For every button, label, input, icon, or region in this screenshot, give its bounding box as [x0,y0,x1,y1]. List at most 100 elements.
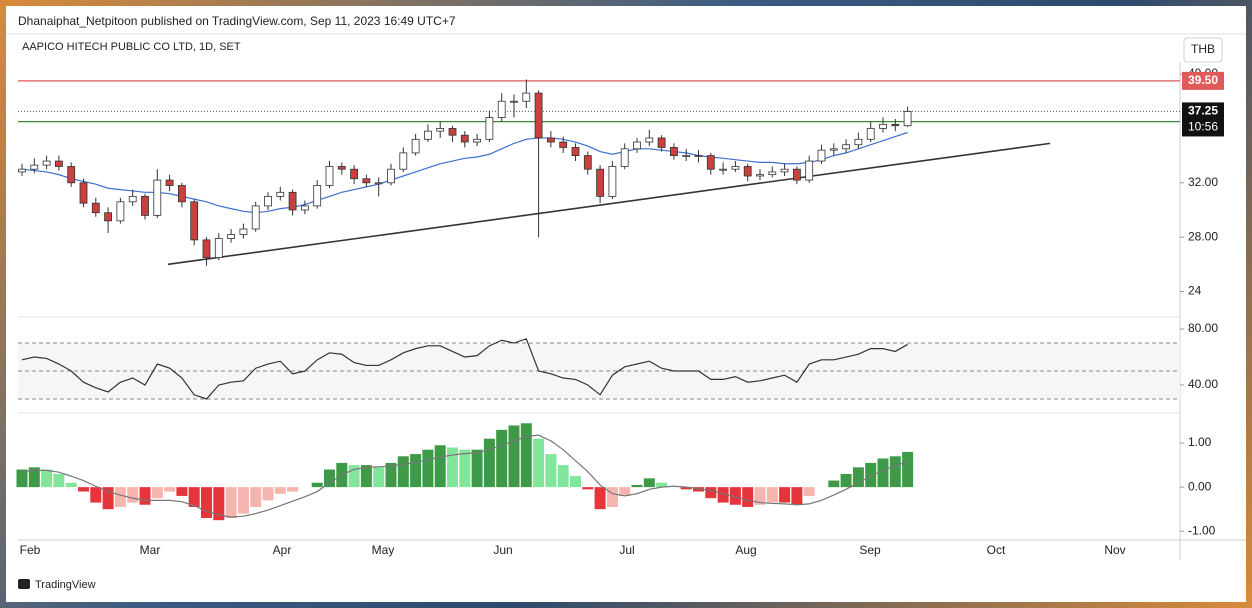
candle [547,131,555,148]
candle-body [350,168,359,180]
trendline [167,142,1051,266]
candle-body [190,201,199,241]
candle [891,118,900,132]
candle [116,197,125,224]
candle-body [374,182,383,185]
chart: Dhanaiphat_Netpitoon published on Tradin… [6,6,1246,602]
candle [387,163,395,186]
candle [30,158,39,174]
histogram-bar [594,487,606,510]
histogram-bar [496,429,508,488]
histogram-bar [865,462,877,488]
candle-body [399,152,408,170]
histogram-bar [225,487,237,518]
candle-body [534,92,543,139]
candle [276,186,285,201]
candle-body [817,149,826,162]
histogram-bar [717,487,729,503]
candle-body [731,166,740,170]
histogram-bar [16,469,28,488]
histogram-bar [459,449,471,488]
candle-body [313,185,322,207]
candle-body [682,155,691,158]
candle-body [79,182,88,204]
candle [694,150,703,163]
candle [571,143,580,162]
candle-body [165,179,174,186]
histogram-bar [840,473,852,488]
candle-body [202,239,211,258]
candle-body [854,138,863,146]
histogram-bar [348,465,360,488]
histogram-bar [373,467,385,488]
candle [682,148,691,162]
histogram-bar [803,487,815,496]
y-tick-label: 40.00 [1188,377,1218,391]
histogram-bar [693,487,704,492]
currency-box[interactable] [1183,37,1223,63]
histogram-bar [151,487,163,499]
x-tick-label: Feb [20,543,41,557]
candle [325,161,334,189]
candle-body [300,205,309,211]
candle-body [571,147,580,157]
candle-body [596,168,604,197]
histogram-bar [619,487,631,496]
candle-body [153,179,162,216]
candle [411,133,420,156]
candle [559,136,568,153]
histogram-bar [262,487,274,501]
candle [288,189,297,216]
candle [620,143,629,170]
candle-body [497,100,506,118]
candle-body [879,123,887,129]
candle-body [842,144,850,150]
histogram-bar [164,487,176,492]
candle [350,165,359,185]
histogram-bar [447,447,458,488]
histogram-bar [324,469,335,488]
candle-body [362,178,371,184]
candle [596,165,604,204]
histogram-bar [852,467,864,488]
histogram-bar [41,469,53,488]
histogram-bar [483,438,495,488]
candle [67,162,76,187]
candle-body [559,141,568,148]
candle [362,174,371,187]
histogram-bar [742,487,754,507]
candle [153,169,162,219]
last-badge [1182,102,1224,137]
x-tick-label: Apr [273,543,292,557]
histogram-bar [729,487,741,505]
candle [18,163,26,176]
candle-body [177,185,186,203]
candle-body [264,195,272,207]
candle [583,151,592,175]
histogram-bar [422,449,434,488]
rsi-line [21,338,908,400]
histogram-bar [114,487,126,507]
candle-body [214,238,223,258]
candle [497,93,506,122]
brand-logo [18,579,30,589]
candle [657,135,666,152]
histogram-bar [828,480,840,488]
candle-body [522,92,531,102]
candle-body [657,137,666,148]
y-tick-label: 28.00 [1188,229,1218,243]
candle-body [460,134,469,143]
histogram-bar [656,482,668,488]
x-tick-label: Mar [140,543,161,557]
histogram-bar [397,456,409,488]
candle-body [891,123,900,127]
candle [829,143,838,156]
candle-body [485,117,494,140]
histogram-bar [508,425,520,488]
candle-body [473,138,482,143]
histogram-bar [434,445,446,488]
candle [633,137,641,153]
y-tick-label: 0.00 [1188,479,1212,493]
candle [731,161,740,172]
candle [743,163,752,182]
